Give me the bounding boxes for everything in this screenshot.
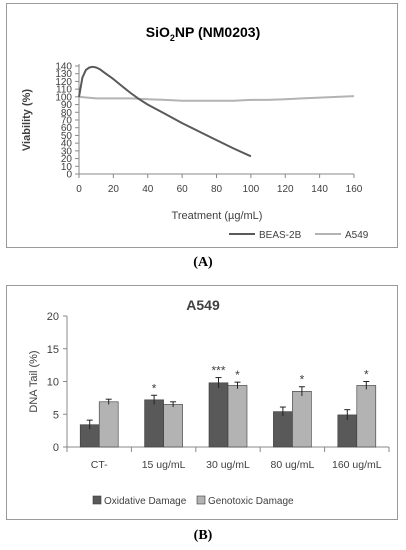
bar-genotoxic-damage — [356, 385, 377, 448]
y-tick-label: 100 — [55, 92, 72, 103]
y-tick-label: 0 — [66, 170, 72, 181]
bar-oxidative-damage — [273, 411, 293, 448]
chart-a-title: SiO2NP (NM0203) — [146, 24, 260, 43]
x-tick-label: 60 — [177, 184, 189, 195]
x-tick-label: 160 — [346, 184, 363, 195]
panel-label-a: (A) — [193, 255, 213, 270]
y-axis-label: DNA Tail (%) — [28, 350, 40, 412]
line-chart-svg: SiO2NP (NM0203)0102030405060708090100110… — [21, 24, 369, 241]
y-tick-label: 90 — [61, 100, 73, 111]
y-tick-label: 50 — [61, 131, 73, 142]
x-tick-label: 100 — [243, 184, 260, 195]
bar-oxidative-damage — [208, 382, 229, 448]
x-tick-label: 40 — [142, 184, 154, 195]
y-tick-label: 60 — [61, 123, 73, 134]
x-category-label: 15 ug/mL — [142, 459, 186, 471]
x-category-label: CT- — [91, 459, 108, 471]
y-tick-label: 140 — [55, 62, 72, 73]
x-tick-label: 0 — [76, 184, 82, 195]
x-tick-label: 20 — [108, 184, 120, 195]
y-tick-label: 15 — [47, 344, 59, 356]
y-tick-label: 80 — [61, 108, 73, 119]
series-line-a549 — [78, 95, 355, 102]
x-axis-label: Treatment (µg/mL) — [172, 210, 263, 222]
y-tick-label: 70 — [61, 116, 73, 127]
legend-label: BEAS-2B — [259, 230, 302, 241]
legend-label: Genotoxic Damage — [208, 496, 294, 507]
chart-b-title: A549 — [186, 297, 220, 313]
significance-marker: * — [300, 373, 305, 387]
bar-genotoxic-damage — [292, 391, 312, 448]
y-tick-label: 130 — [55, 69, 72, 80]
legend-swatch — [92, 495, 102, 505]
y-tick-label: 10 — [61, 162, 73, 173]
y-tick-label: 20 — [47, 311, 59, 323]
legend-label: A549 — [345, 230, 369, 241]
significance-marker: * — [235, 368, 240, 382]
y-tick-label: 0 — [53, 442, 59, 454]
x-category-label: 160 ug/mL — [332, 459, 382, 471]
y-axis-label: Viability (%) — [21, 89, 33, 151]
y-tick-label: 120 — [55, 77, 72, 88]
x-category-label: 80 ug/mL — [271, 459, 315, 471]
legend-swatch — [196, 495, 206, 505]
bar-oxidative-damage — [144, 399, 164, 448]
x-tick-label: 80 — [211, 184, 223, 195]
x-tick-label: 140 — [311, 184, 328, 195]
bar-genotoxic-damage — [98, 401, 119, 448]
panel-a-line-chart: SiO2NP (NM0203) 0 10 20 30 40 50 60 70 80 90 100 110… — [6, 3, 398, 248]
y-tick-label: 110 — [56, 85, 72, 96]
bar-genotoxic-damage — [227, 385, 248, 448]
x-tick-label: 120 — [277, 184, 294, 195]
bar-genotoxic-damage — [163, 404, 183, 448]
y-tick-label: 20 — [61, 154, 73, 165]
significance-marker: * — [364, 368, 369, 382]
bar-chart-svg: A549 0 5 10 15 20 DNA Tail (%) CT- 15 ug/mL * 30 u… — [28, 297, 390, 507]
significance-marker: * — [152, 381, 157, 395]
y-tick-label: 40 — [61, 139, 73, 150]
panel-label-b: (B) — [193, 528, 213, 543]
y-tick-label: 5 — [53, 409, 59, 421]
series-line-beas-2b — [78, 65, 252, 158]
x-category-label: 30 ug/mL — [206, 459, 250, 471]
y-tick-label: 10 — [47, 377, 59, 389]
legend-label: Oxidative Damage — [104, 496, 187, 507]
panel-b-bar-chart: A549 0 5 10 15 20 DNA Tail (%) CT- 15 ug/mL * 30 u… — [6, 285, 398, 520]
y-tick-label: 30 — [61, 146, 73, 157]
significance-marker: *** — [211, 364, 225, 378]
